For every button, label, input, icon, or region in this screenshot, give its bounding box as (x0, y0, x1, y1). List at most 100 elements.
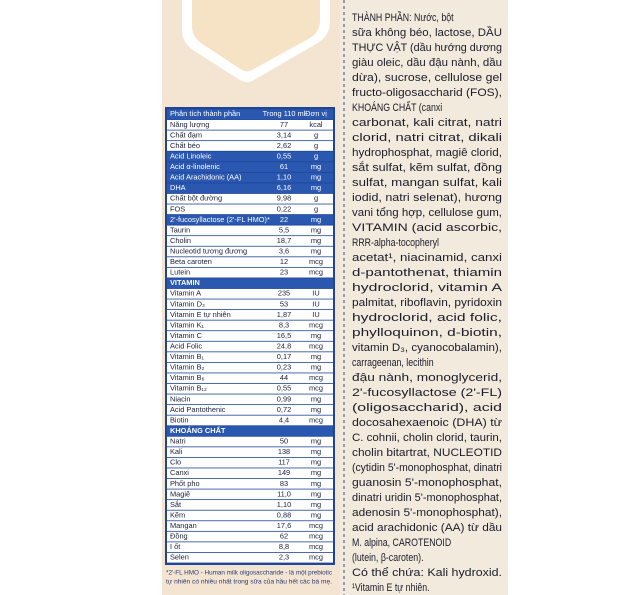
table-row (167, 436, 333, 447)
table-cell: I ốt (170, 542, 180, 551)
table-cell: mg (311, 352, 321, 361)
highlight-row (167, 151, 333, 162)
table-row (167, 141, 333, 151)
ingredients: THÀNH PHẦN: Nước, bột sữa không béo, lact… (352, 12, 503, 594)
table-cell: Acid Folic (170, 342, 202, 351)
table-cell: 8,8 (279, 542, 289, 551)
table-cell: mcg (309, 415, 323, 424)
ingredient-line: đậu nành, monoglycerid, (352, 372, 502, 384)
ingredient-line: fructo-oligosaccharid (FOS), (352, 87, 502, 99)
table-cell: 2,3 (279, 553, 289, 562)
ingredient-line: docosahexaenoic (DHA) từ (352, 417, 503, 429)
table-row (167, 510, 333, 521)
table-cell: Kẽm (170, 510, 185, 519)
table-cell: g (314, 130, 318, 139)
highlight-row (167, 172, 333, 183)
table-cell: Acid Linoleic (170, 151, 212, 160)
table-cell: Kali (170, 447, 183, 456)
ingredient-line: sữa không béo, lactose, DẦU (352, 26, 502, 39)
table-cell: 24,8 (277, 342, 291, 351)
ingredient-line: acid arachidonic (AA) từ dầu (352, 522, 502, 534)
table-cell: 77 (280, 120, 288, 129)
table-cell: mcg (309, 553, 323, 562)
footnote: *2'-FL HMO - Human milk oligosaccharide … (166, 570, 332, 586)
table-cell: FOS (170, 204, 185, 213)
ingredient-line: vitamin D₃, cyanocobalamin), (352, 342, 502, 354)
table-cell: mg (311, 236, 321, 245)
table-cell: g (314, 204, 318, 213)
ingredient-line: RRR-alpha-tocopheryl (352, 237, 439, 249)
ingredient-line: carbonat, kali citrat, natri (352, 117, 502, 129)
table-cell: 9,98 (277, 194, 291, 203)
ingredient-line: vani tổng hợp, cellulose gum, (352, 207, 502, 219)
table-cell: 0,72 (277, 405, 291, 414)
table-cell: 138 (278, 447, 290, 456)
table-cell: 2'-fucosyllactose (2'-FL HMO)* (170, 215, 270, 224)
table-cell: Vitamin B₂ (170, 363, 204, 372)
table-cell: 149 (278, 468, 290, 477)
table-cell: 3,6 (279, 246, 289, 255)
ingredient-line: guanosin 5'-monophosphat, (352, 477, 502, 489)
table-row (167, 257, 333, 267)
ingredient-line: iodid, natri selenat), hương (352, 192, 502, 204)
table-row (167, 478, 333, 489)
table-cell: Biotin (170, 415, 189, 424)
table-row (167, 352, 333, 362)
table-row (167, 341, 333, 352)
table-cell: 44 (280, 373, 288, 382)
table-cell: mg (311, 468, 321, 477)
table-cell: mg (311, 405, 321, 414)
table-cell: Taurin (170, 225, 190, 234)
table-cell: 17,6 (277, 521, 291, 530)
ingredient-line: phylloquinon, d-biotin, (352, 327, 502, 339)
table-cell: Nucleotid tương đương (170, 246, 247, 255)
ingredient-line: C. cohnii, cholin clorid, taurin, (352, 432, 502, 444)
table-cell: 4,4 (279, 415, 289, 424)
ingredient-line: carrageenan, lecithin (352, 357, 434, 369)
table-row (167, 119, 333, 130)
ingredient-line: (cytidin 5'-monophosphat, dinatri (352, 462, 502, 474)
table-row (167, 310, 333, 320)
table-cell: 11,0 (277, 489, 291, 498)
table-cell: 16,5 (277, 331, 291, 340)
table-cell: Chất béo (170, 141, 200, 150)
table-cell: Trong 110 ml (263, 109, 306, 118)
table-row (167, 394, 333, 405)
ingredient-line: 2'-fucosyllactose (2'-FL) (352, 387, 502, 399)
ingredient-line: acetat¹, niacinamid, canxi (352, 252, 502, 264)
ingredient-line: adenosin 5'-monophosphat), (352, 507, 502, 519)
table-cell: 8,3 (279, 320, 289, 329)
table-cell: Magiê (170, 489, 190, 498)
table-cell: mg (311, 479, 321, 488)
table-cell: Phốt pho (170, 479, 200, 488)
table-cell: Beta caroten (170, 257, 212, 266)
table-row (167, 204, 333, 215)
table-cell: 0,99 (277, 394, 291, 403)
table-cell: mg (311, 458, 321, 467)
table-cell: Năng lượng (170, 120, 209, 129)
table-cell: Vitamin A (170, 289, 201, 298)
table-cell: 83 (280, 479, 288, 488)
table-cell: g (314, 141, 318, 150)
ingredient-line: dinatri uridin 5'-monophosphat, (352, 492, 502, 504)
footnote-line: tự nhiên có nhiều nhất trong sữa của hầu… (166, 579, 332, 586)
table-cell: mcg (309, 342, 323, 351)
table-cell: mg (311, 162, 321, 171)
table-cell: 23 (280, 268, 288, 277)
table-cell: Niacin (170, 394, 191, 403)
table-cell: Chất đạm (170, 130, 202, 139)
table-cell: IU (312, 310, 319, 319)
table-row (167, 521, 333, 531)
highlight-row (167, 162, 333, 172)
table-cell: Vitamin B₁₂ (170, 384, 207, 393)
table-row (167, 489, 333, 500)
table-row (167, 542, 333, 553)
table-cell: 22 (280, 215, 288, 224)
ingredient-line: cholin bitartrat, NUCLEOTID (352, 447, 502, 459)
table-cell: DHA (170, 183, 186, 192)
table-cell: mcg (309, 532, 323, 541)
table-cell: Vitamin B₆ (170, 373, 204, 382)
ingredient-line: sắt sulfat, kẽm sulfat, đồng (352, 161, 502, 174)
